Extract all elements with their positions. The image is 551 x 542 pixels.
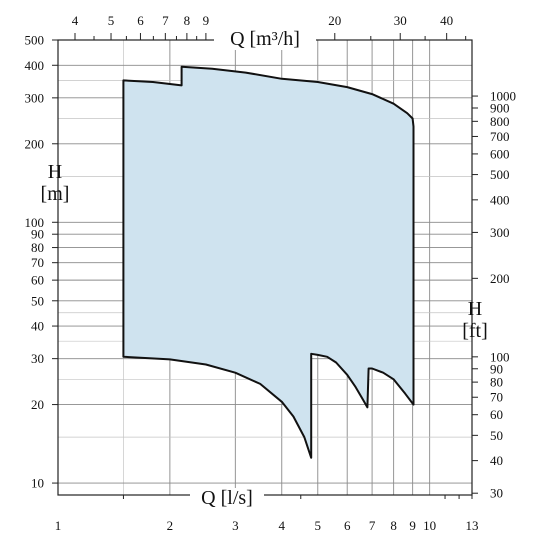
axis-titles: Q [m³/h] Q [l/s] H [m] H [ft] [41,28,488,509]
q-ls-tick-label: 8 [390,518,397,533]
q-m3h-tick-label: 40 [440,13,453,28]
h-left-axis-label-line2: [m] [41,183,70,205]
q-m3h-tick-label: 9 [203,13,210,28]
h-ft-tick-label: 900 [490,100,510,115]
q-m3h-tick-label: 20 [328,13,341,28]
h-ft-tick-label: 300 [490,225,510,240]
h-left-axis-label-line1: H [48,161,62,183]
q-m3h-tick-label: 4 [72,13,79,28]
q-m3h-tick-label: 30 [394,13,407,28]
q-ls-tick-label: 5 [315,518,322,533]
h-ft-tick-label: 100 [490,349,510,364]
performance-envelope [122,65,415,459]
h-m-tick-label: 400 [25,58,45,73]
h-m-tick-label: 90 [31,227,44,242]
h-m-tick-label: 20 [31,397,44,412]
performance-area-layer [122,65,415,459]
h-right-axis-label-line2: [ft] [462,320,488,342]
h-ft-tick-label: 60 [490,407,503,422]
q-m3h-tick-label: 5 [108,13,115,28]
h-m-tick-label: 60 [31,273,44,288]
h-m-tick-label: 100 [25,215,45,230]
h-ft-tick-label: 200 [490,271,510,286]
h-m-tick-label: 70 [31,255,44,270]
h-m-tick-label: 50 [31,293,44,308]
q-ls-tick-label: 3 [232,518,239,533]
h-ft-tick-label: 500 [490,167,510,182]
h-m-tick-label: 30 [31,351,44,366]
h-m-tick-label: 40 [31,319,44,334]
h-ft-tick-label: 600 [490,146,510,161]
q-ls-tick-label: 4 [279,518,286,533]
q-top-label-bg [214,30,316,50]
h-ft-tick-label: 70 [490,390,503,405]
h-ft-tick-label: 400 [490,192,510,207]
q-ls-tick-label: 7 [369,518,376,533]
h-ft-tick-label: 1000 [490,89,516,104]
tick-labels: 1020304050607080901002003004005003040506… [25,13,517,533]
h-m-tick-label: 300 [25,90,45,105]
h-ft-tick-label: 800 [490,114,510,129]
h-right-axis-label-line1: H [468,298,482,320]
h-m-tick-label: 80 [31,240,44,255]
h-ft-tick-label: 80 [490,375,503,390]
q-ls-tick-label: 1 [55,518,62,533]
q-ls-tick-label: 10 [423,518,436,533]
h-ft-tick-label: 90 [490,361,503,376]
q-ls-tick-label: 6 [344,518,351,533]
q-m3h-tick-label: 7 [162,13,169,28]
h-m-tick-label: 500 [25,33,45,48]
h-ft-tick-label: 50 [490,428,503,443]
q-ls-tick-label: 2 [167,518,174,533]
h-ft-tick-label: 30 [490,486,503,501]
q-m3h-tick-label: 6 [137,13,144,28]
h-ft-tick-label: 40 [490,453,503,468]
q-bottom-label-bg [190,488,264,508]
h-m-tick-label: 200 [25,136,45,151]
q-top-axis-label: Q [m³/h] [230,28,300,50]
h-m-tick-label: 10 [31,476,44,491]
q-ls-tick-label: 9 [409,518,416,533]
h-ft-tick-label: 700 [490,129,510,144]
q-ls-tick-label: 13 [466,518,479,533]
q-m3h-tick-label: 8 [184,13,191,28]
q-bottom-axis-label: Q [l/s] [201,487,253,509]
